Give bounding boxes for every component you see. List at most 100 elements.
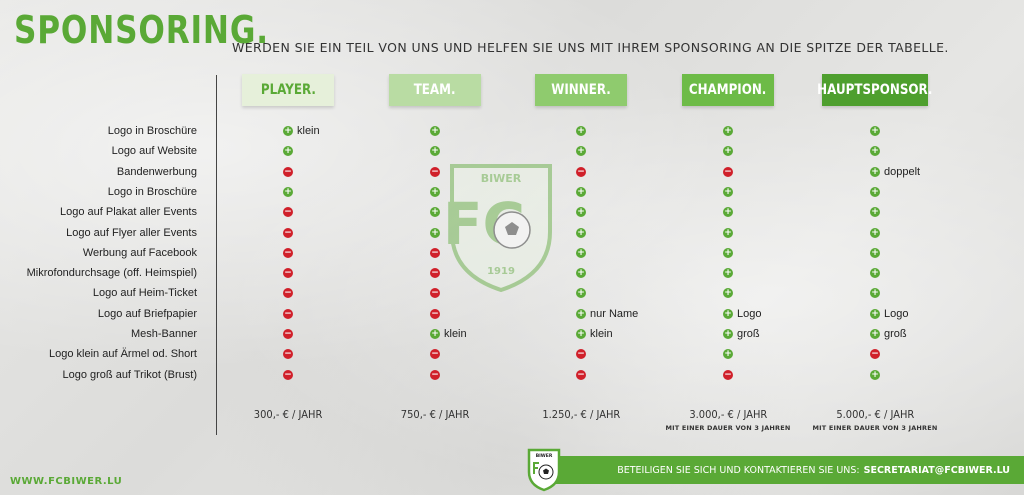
package-header-5: HAUPTSPONSOR.	[817, 74, 933, 106]
plus-circle-icon: +	[430, 329, 440, 339]
feature-cell: +	[576, 143, 586, 159]
plus-circle-icon: +	[430, 227, 440, 238]
feature-cell: +	[723, 346, 733, 362]
minus-circle-icon: −	[430, 268, 440, 279]
plus-circle-icon: +	[576, 329, 586, 339]
plus-circle-icon: +	[576, 146, 586, 157]
plus-circle-icon: +	[430, 186, 440, 197]
feature-cell: −	[723, 367, 733, 383]
minus-circle-icon: −	[576, 166, 586, 177]
plus-circle-icon: +	[723, 186, 733, 197]
feature-cell: +	[870, 225, 880, 241]
club-crest-watermark: BIWER FC 1919	[448, 164, 552, 292]
feature-cell: + klein	[576, 326, 613, 342]
divider-line	[216, 75, 217, 435]
minus-circle-icon: −	[283, 369, 293, 380]
feature-cell: +	[723, 265, 733, 281]
feature-cell: +	[723, 143, 733, 159]
feature-cell: +	[576, 225, 586, 241]
cell-note: groß	[737, 328, 760, 340]
minus-circle-icon: −	[283, 166, 293, 177]
website-link[interactable]: WWW.FCBIWER.LU	[10, 476, 123, 487]
row-label: Mikrofondurchsage (off. Heimspiel)	[26, 267, 197, 280]
feature-cell: +	[430, 143, 440, 159]
plus-circle-icon: +	[723, 207, 733, 218]
feature-cell: −	[723, 164, 733, 180]
plus-circle-icon: +	[870, 207, 880, 218]
row-label: Logo auf Website	[111, 145, 197, 158]
feature-cell: −	[283, 164, 293, 180]
feature-cell: +	[723, 285, 733, 301]
plus-circle-icon: +	[430, 126, 440, 136]
plus-circle-icon: +	[576, 227, 586, 238]
feature-cell: +	[430, 204, 440, 220]
plus-circle-icon: +	[430, 207, 440, 218]
feature-cell: +	[723, 123, 733, 139]
svg-text:BIWER: BIWER	[536, 453, 553, 459]
football-icon	[493, 211, 531, 249]
feature-cell: +	[870, 143, 880, 159]
feature-cell: +	[430, 123, 440, 139]
feature-cell: +	[576, 204, 586, 220]
row-label: Logo auf Briefpapier	[97, 307, 197, 320]
plus-circle-icon: +	[723, 227, 733, 238]
club-crest-icon: BIWER	[527, 448, 561, 492]
plus-circle-icon: +	[283, 126, 293, 136]
feature-cell: +	[430, 225, 440, 241]
crest-year: 1919	[487, 266, 515, 277]
minus-circle-icon: −	[430, 166, 440, 177]
feature-cell: +	[576, 265, 586, 281]
feature-cell: −	[283, 285, 293, 301]
feature-cell: +	[576, 285, 586, 301]
row-label: Logo auf Flyer aller Events	[66, 226, 197, 239]
plus-circle-icon: +	[283, 186, 293, 197]
plus-circle-icon: +	[723, 146, 733, 157]
feature-cell: −	[430, 164, 440, 180]
package-price: 1.250,- € / JAHR	[542, 408, 620, 421]
row-label: Werbung auf Facebook	[82, 246, 197, 259]
row-label: Logo klein auf Ärmel od. Short	[49, 348, 197, 361]
feature-cell: −	[430, 367, 440, 383]
cell-note: doppelt	[884, 165, 921, 178]
plus-circle-icon: +	[870, 126, 880, 136]
plus-circle-icon: +	[723, 329, 733, 339]
crest-top-text: BIWER	[481, 172, 522, 185]
feature-cell: −	[430, 306, 440, 322]
minus-circle-icon: −	[723, 166, 733, 177]
feature-cell: + groß	[870, 326, 907, 342]
package-header-4: CHAMPION.	[682, 74, 774, 106]
feature-cell: +	[430, 184, 440, 200]
plus-circle-icon: +	[870, 369, 880, 380]
feature-cell: + nur Name	[576, 306, 638, 322]
plus-circle-icon: +	[576, 207, 586, 218]
feature-cell: +	[870, 285, 880, 301]
feature-cell: −	[430, 245, 440, 261]
package-header-2: TEAM.	[389, 74, 481, 106]
feature-cell: +	[723, 225, 733, 241]
minus-circle-icon: −	[430, 288, 440, 299]
feature-cell: + klein	[430, 326, 467, 342]
feature-cell: −	[430, 346, 440, 362]
minus-circle-icon: −	[283, 227, 293, 238]
feature-cell: +	[723, 204, 733, 220]
package-price: 750,- € / JAHR	[400, 408, 470, 421]
plus-circle-icon: +	[870, 166, 880, 177]
plus-circle-icon: +	[870, 146, 880, 157]
footer-contact-text: BETEILIGEN SIE SICH UND KONTAKTIEREN SIE…	[617, 464, 860, 476]
row-label: Logo groß auf Trikot (Brust)	[62, 368, 198, 381]
plus-circle-icon: +	[576, 288, 586, 299]
minus-circle-icon: −	[576, 349, 586, 360]
feature-cell: −	[576, 346, 586, 362]
feature-cell: −	[283, 306, 293, 322]
price-duration-note: MIT EINER DAUER VON 3 JAHREN	[665, 424, 791, 432]
feature-cell: −	[283, 204, 293, 220]
feature-cell: −	[283, 346, 293, 362]
feature-cell: +	[870, 265, 880, 281]
feature-cell: +	[723, 184, 733, 200]
plus-circle-icon: +	[576, 268, 586, 279]
minus-circle-icon: −	[430, 247, 440, 258]
plus-circle-icon: +	[870, 247, 880, 258]
minus-circle-icon: −	[283, 288, 293, 299]
footer-email-link[interactable]: SECRETARIAT@FCBIWER.LU	[863, 464, 1010, 476]
package-price: 300,- € / JAHR	[253, 408, 323, 421]
